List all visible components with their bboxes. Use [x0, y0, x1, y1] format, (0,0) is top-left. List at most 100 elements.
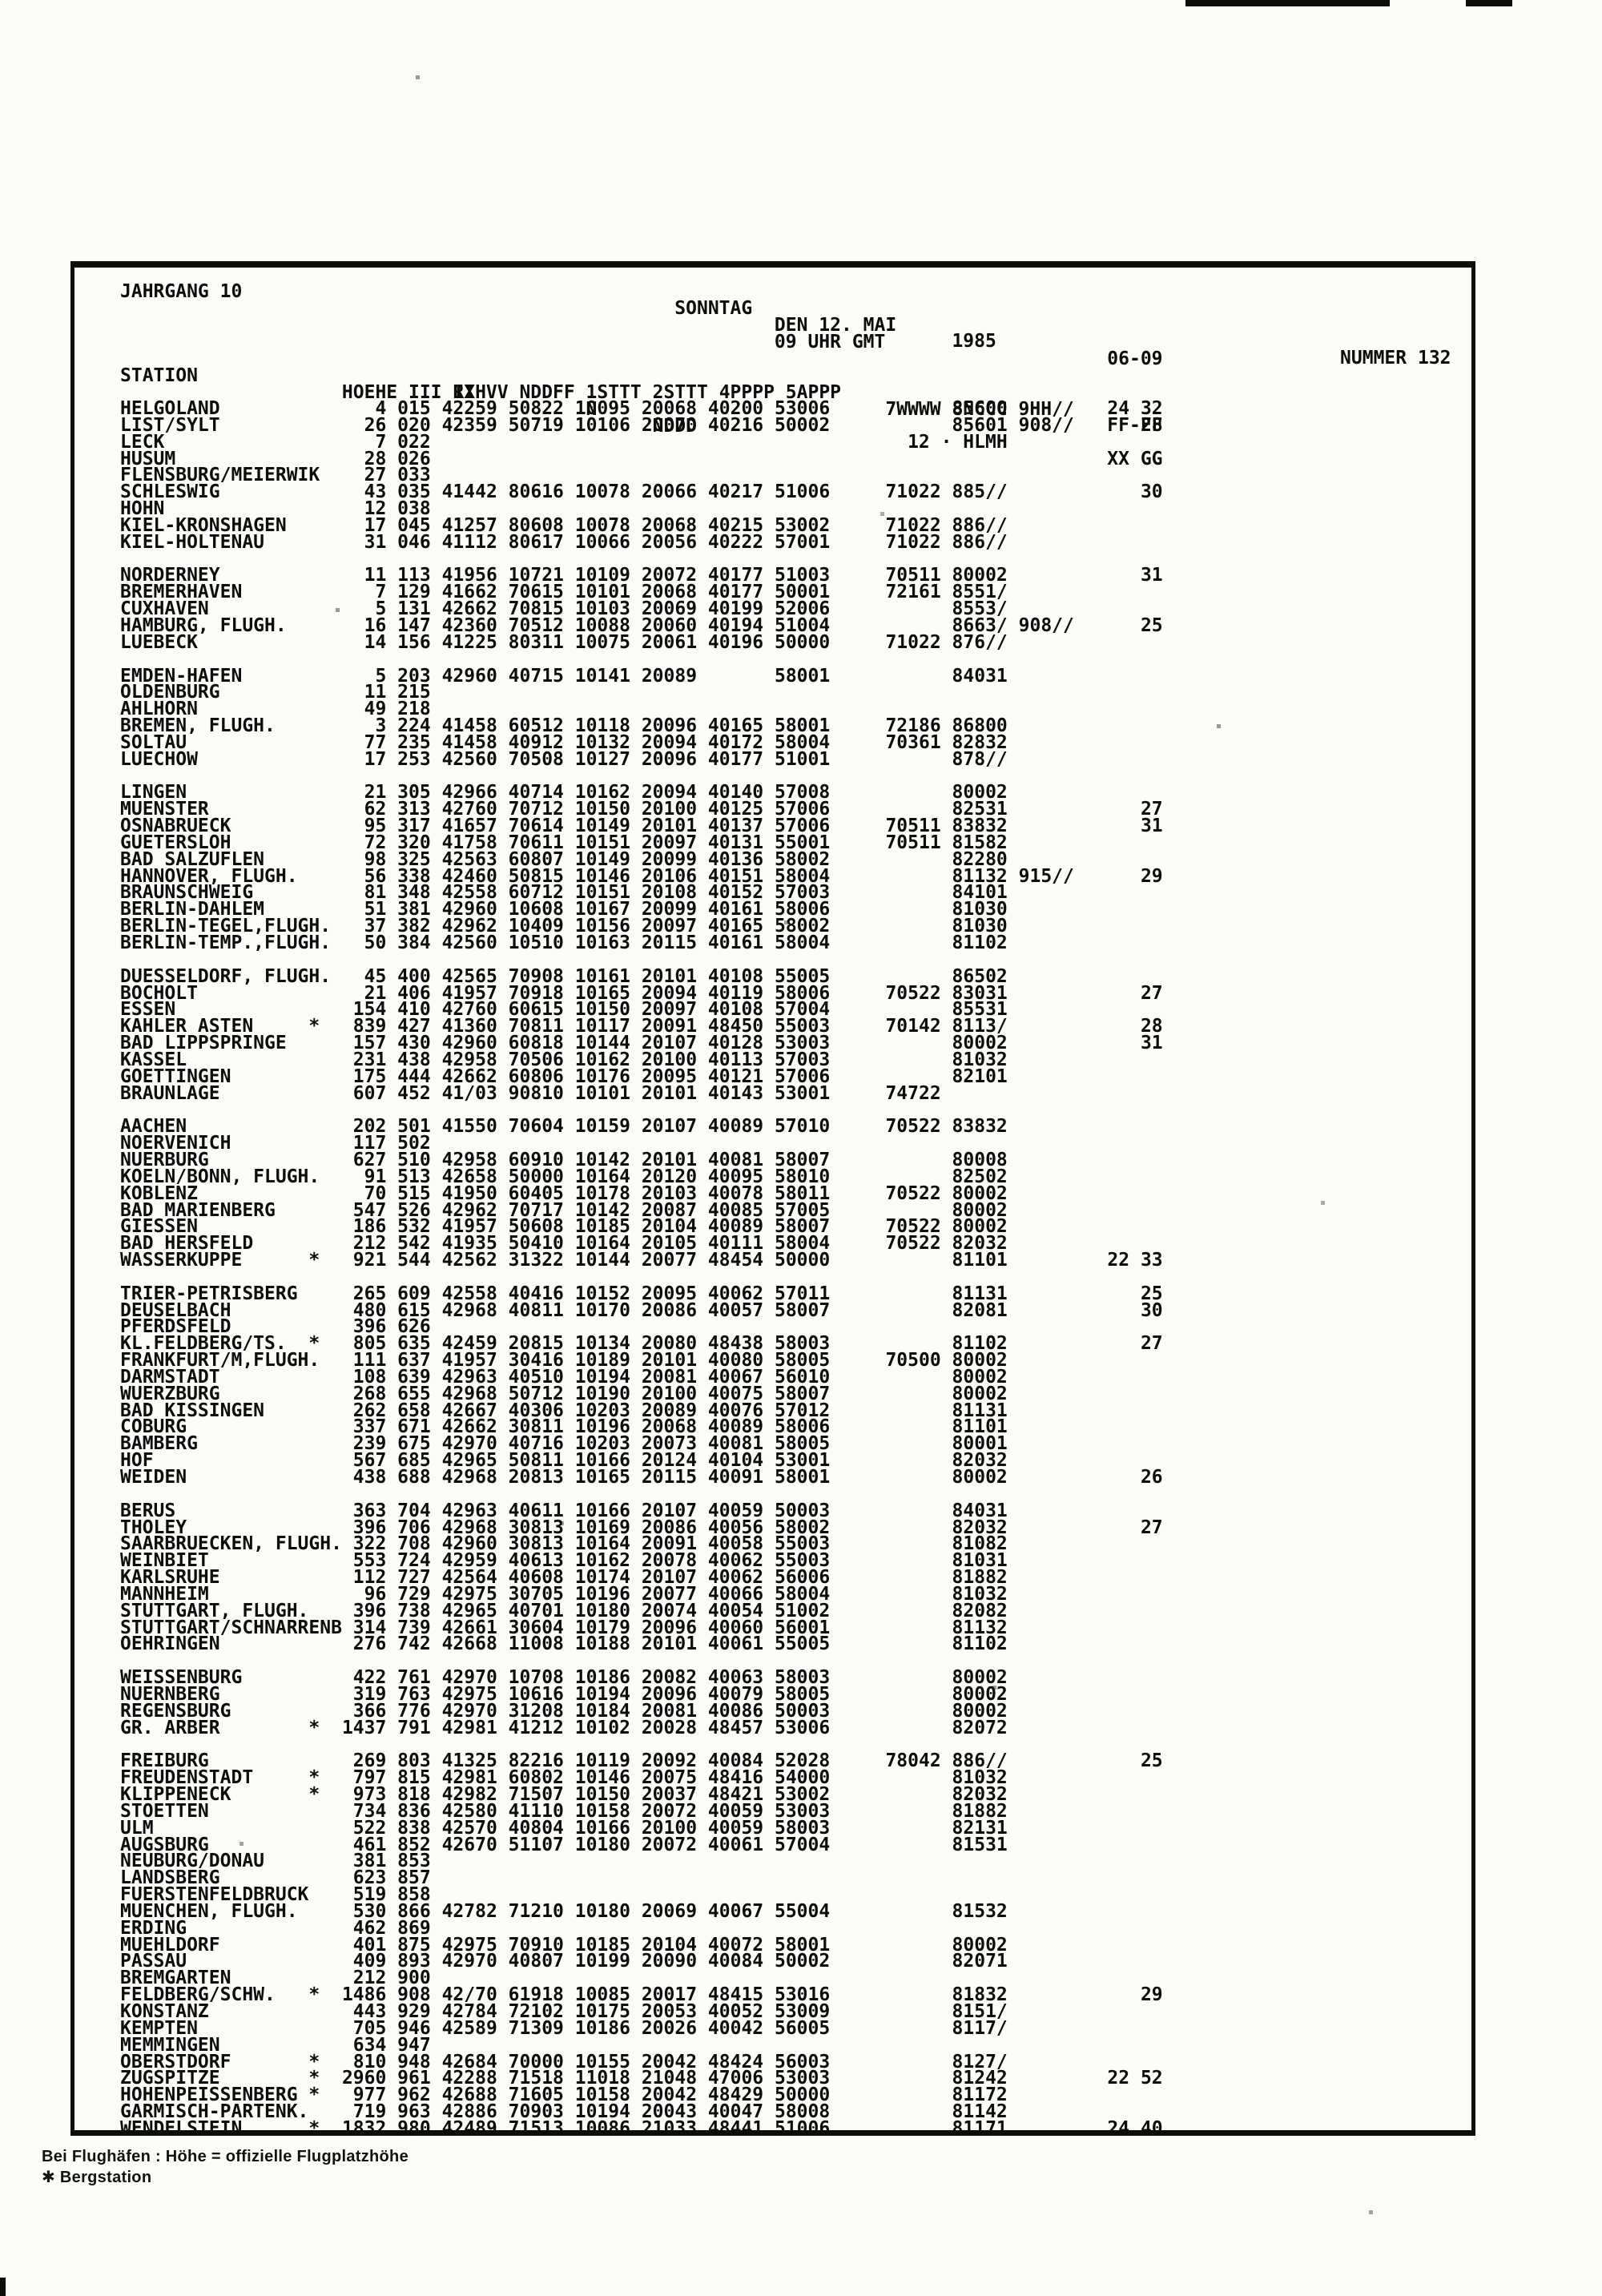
table-row: KL.FELDBERG/TS. * 805 635 42459 20815 10…: [120, 1333, 1163, 1355]
table-row: DARMSTADT 108 639 42963 40510 10194 2008…: [120, 1366, 1008, 1388]
scan-speckles: [0, 0, 2, 2]
table-row: BERLIN-TEGEL,FLUGH. 37 382 42962 10409 1…: [120, 916, 1008, 937]
column-subheader-rx: RX: [453, 381, 476, 403]
table-row: WEINBIET 553 724 42959 40613 10162 20078…: [120, 1550, 1008, 1572]
observation-time: 09 UHR GMT: [774, 331, 886, 352]
column-subheader-hlmh: 12 · HLMH: [908, 432, 1008, 453]
footnote-mountain-station: ✱ Bergstation: [42, 2169, 152, 2186]
table-row: STOETTEN 734 836 42580 41110 10158 20072…: [120, 1800, 1008, 1822]
table-row: BERLIN-DAHLEM 51 381 42960 10608 10167 2…: [120, 899, 1008, 920]
table-row: HUSUM 28 026: [120, 448, 431, 469]
table-row: FLENSBURG/MEIERWIK 27 033: [120, 465, 431, 486]
table-row: HAMBURG, FLUGH. 16 147 42360 70512 10088…: [120, 614, 1163, 636]
table-row: FELDBERG/SCHW. * 1486 908 42/70 61918 10…: [120, 1984, 1163, 2006]
table-row: KOBLENZ 70 515 41950 60405 10178 20103 4…: [120, 1182, 1008, 1204]
table-row: ERDING 462 869: [120, 1917, 431, 1939]
table-row: BRAUNSCHWEIG 81 348 42558 60712 10151 20…: [120, 882, 1008, 904]
table-row: SCHLESWIG 43 035 41442 80616 10078 20066…: [120, 481, 1163, 503]
table-row: EMDEN-HAFEN 5 203 42960 40715 10141 2008…: [120, 665, 1008, 687]
table-row: KEMPTEN 705 946 42589 71309 10186 20026 …: [120, 2017, 1008, 2039]
table-row: KARLSRUHE 112 727 42564 40608 10174 2010…: [120, 1567, 1008, 1589]
table-row: TRIER-PETRISBERG 265 609 42558 40416 101…: [120, 1283, 1163, 1304]
table-row: AHLHORN 49 218: [120, 699, 431, 720]
masthead-number: NUMMER 132: [1340, 348, 1451, 369]
table-row: COBURG 337 671 42662 30811 10196 20068 4…: [120, 1416, 1008, 1438]
table-row: LECK 7 022: [120, 431, 431, 453]
table-row: BRAUNLAGE 607 452 41/03 90810 10101 2010…: [120, 1082, 941, 1104]
table-row: STUTTGART, FLUGH. 396 738 42965 40701 10…: [120, 1600, 1008, 1621]
table-row: KASSEL 231 438 42958 70506 10162 20100 4…: [120, 1049, 1008, 1070]
table-row: STUTTGART/SCHNARRENB 314 739 42661 30604…: [120, 1617, 1008, 1638]
table-row: NORDERNEY 11 113 41956 10721 10109 20072…: [120, 565, 1163, 586]
table-row: MEMMINGEN 634 947: [120, 2034, 431, 2056]
observation-period: 06-09: [1107, 348, 1163, 369]
table-row: OEHRINGEN 276 742 42668 11008 10188 2010…: [120, 1633, 1008, 1655]
observation-line: 09 UHR GMT 06-09: [120, 317, 1482, 368]
table-row: BAD KISSINGEN 262 658 42667 40306 10203 …: [120, 1400, 1008, 1421]
table-row: ZUGSPITZE * 2960 961 42288 71518 11018 2…: [120, 2068, 1163, 2089]
table-row: LUEBECK 14 156 41225 80311 10075 20061 4…: [120, 631, 1008, 653]
masthead-weekday: SONNTAG: [674, 297, 753, 319]
table-row: HOHN 12 038: [120, 498, 431, 520]
table-row: BAD LIPPSPRINGE 157 430 42960 60818 1014…: [120, 1033, 1163, 1054]
column-header-synop: 7WWWW 8NCCC 9HH//: [885, 398, 1074, 420]
table-row: NEUBURG/DONAU 381 853: [120, 1851, 431, 1872]
table-row: NOERVENICH 117 502: [120, 1133, 431, 1154]
table-row: FUERSTENFELDBRUCK 519 858: [120, 1884, 431, 1906]
table-row: WASSERKUPPE * 921 544 42562 31322 10144 …: [120, 1250, 1163, 1271]
table-row: HANNOVER, FLUGH. 56 338 42460 50815 1014…: [120, 865, 1163, 887]
footnote-airport-height: Bei Flughäfen : Höhe = offizielle Flugpl…: [42, 2148, 409, 2165]
table-row: SOLTAU 77 235 41458 40912 10132 20094 40…: [120, 731, 1008, 753]
masthead-year: 1985: [952, 331, 996, 352]
table-row: LIST/SYLT 26 020 42359 50719 10106 20070…: [120, 414, 1163, 436]
table-row: GOETTINGEN 175 444 42662 60806 10176 200…: [120, 1065, 1008, 1087]
masthead-date: DEN 12. MAI: [774, 314, 897, 336]
table-row: MUEHLDORF 401 875 42975 70910 10185 2010…: [120, 1934, 1008, 1956]
table-row: KLIPPENECK * 973 818 42982 71507 10150 2…: [120, 1784, 1008, 1806]
table-row: GIESSEN 186 532 41957 50608 10185 20104 …: [120, 1216, 1008, 1238]
table-row: AUGSBURG 461 852 42670 51107 10180 20072…: [120, 1834, 1008, 1855]
table-row: LANDSBERG 623 857: [120, 1867, 431, 1889]
table-row: BAMBERG 239 675 42970 40716 10203 20073 …: [120, 1433, 1008, 1455]
table-row: KIEL-HOLTENAU 31 046 41112 80617 10066 2…: [120, 531, 1008, 553]
table-row: REGENSBURG 366 776 42970 31208 10184 200…: [120, 1700, 1008, 1722]
table-row: NUERBURG 627 510 42958 60910 10142 20101…: [120, 1149, 1008, 1170]
table-row: THOLEY 396 706 42968 30813 10169 20086 4…: [120, 1517, 1163, 1538]
table-row: AACHEN 202 501 41550 70604 10159 20107 4…: [120, 1116, 1008, 1138]
table-row: BREMERHAVEN 7 129 41662 70615 10101 2006…: [120, 582, 1008, 603]
scan-artifact-top-bar-2: [1466, 0, 1512, 6]
column-subheader-row: RX N NDDD 12 · HLMH XX GG: [120, 368, 1482, 468]
column-subheader-nddd: NDDD: [652, 415, 697, 437]
scan-artifact-edge-mark: [0, 2278, 6, 2296]
masthead-volume: JAHRGANG 10: [120, 280, 243, 302]
table-row: PASSAU 409 893 42970 40807 10199 20090 4…: [120, 1951, 1008, 1972]
table-row: BERLIN-TEMP.,FLUGH. 50 384 42560 10510 1…: [120, 932, 1008, 953]
table-row: DEUSELBACH 480 615 42968 40811 10170 200…: [120, 1299, 1163, 1321]
table-row: KOELN/BONN, FLUGH. 91 513 42658 50000 10…: [120, 1166, 1008, 1187]
table-row: PFERDSFELD 396 626: [120, 1316, 431, 1338]
table-row: BAD MARIENBERG 547 526 42962 70717 10142…: [120, 1199, 1008, 1221]
table-row: BREMEN, FLUGH. 3 224 41458 60512 10118 2…: [120, 715, 1008, 737]
table-row: FREUDENSTADT * 797 815 42981 60802 10146…: [120, 1767, 1008, 1789]
table-row: OLDENBURG 11 215: [120, 682, 431, 703]
table-row: MUENSTER 62 313 42760 70712 10150 20100 …: [120, 799, 1163, 820]
table-row: WENDELSTEIN * 1832 980 42489 71513 10086…: [120, 2117, 1163, 2139]
table-row: WEIDEN 438 688 42968 20813 10165 20115 4…: [120, 1467, 1163, 1488]
column-header-wind: FF-FF: [1107, 415, 1163, 437]
scan-artifact-top-bar: [1185, 0, 1390, 6]
table-row: WEISSENBURG 422 761 42970 10708 10186 20…: [120, 1667, 1008, 1689]
column-subheader-n: N: [586, 398, 598, 420]
table-row: WUERZBURG 268 655 42968 50712 10190 2010…: [120, 1383, 1008, 1404]
table-row: OSNABRUECK 95 317 41657 70614 10149 2010…: [120, 816, 1163, 837]
table-row: OBERSTDORF * 810 948 42684 70000 10155 2…: [120, 2051, 1008, 2072]
table-row: GR. ARBER * 1437 791 42981 41212 10102 2…: [120, 1717, 1008, 1738]
masthead: JAHRGANG 10 SONNTAG DEN 12. MAI 1985 NUM…: [120, 267, 1482, 367]
table-row: DUESSELDORF, FLUGH. 45 400 42565 70908 1…: [120, 965, 1008, 987]
table-row: GARMISCH-PARTENK. 719 963 42886 70903 10…: [120, 2101, 1008, 2123]
column-header-station: STATION: [120, 365, 198, 386]
table-row: BERUS 363 704 42963 40611 10166 20107 40…: [120, 1500, 1008, 1521]
table-row: FREIBURG 269 803 41325 82216 10119 20092…: [120, 1750, 1163, 1772]
column-header-groups: HOEHE III IIHVV NDDFF 1STTT 2STTT 4PPPP …: [341, 381, 842, 403]
table-row: CUXHAVEN 5 131 42662 70815 10103 20069 4…: [120, 598, 1008, 620]
